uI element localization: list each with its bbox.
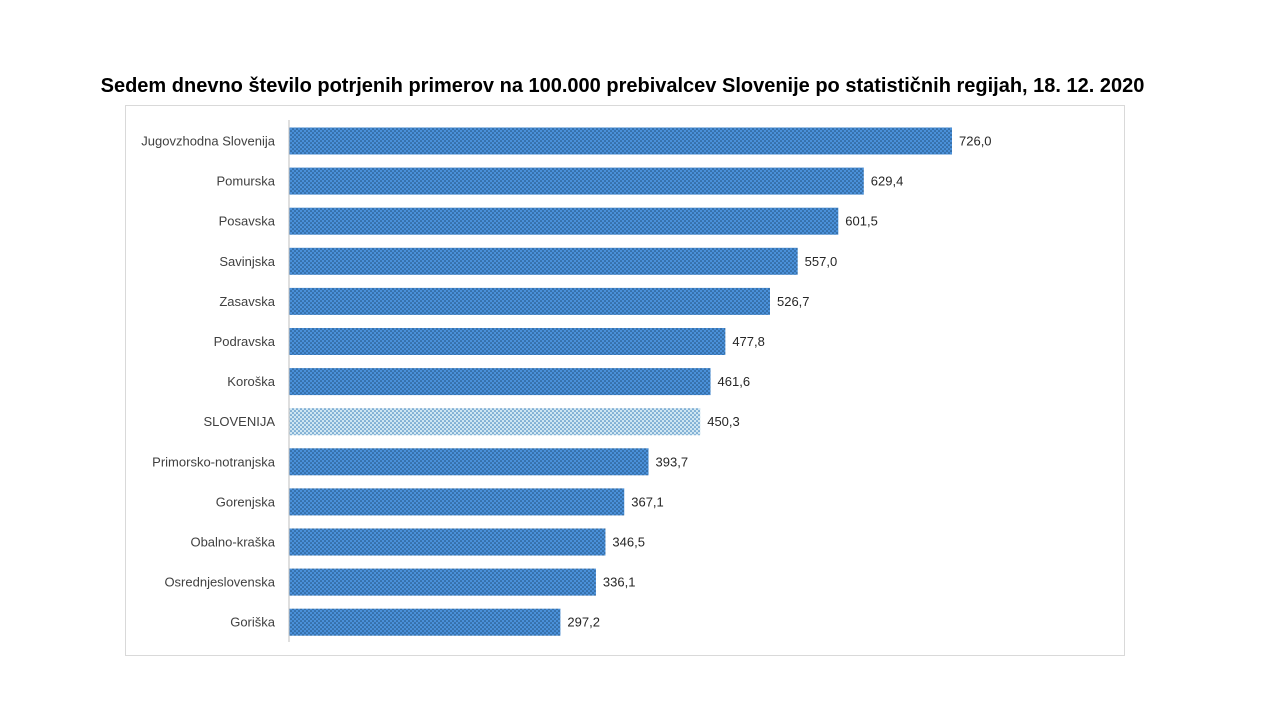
category-label: Goriška (230, 615, 276, 630)
category-label: Savinjska (219, 254, 275, 269)
value-label: 477,8 (732, 334, 765, 349)
value-label: 601,5 (845, 214, 878, 229)
value-label: 450,3 (707, 414, 740, 429)
category-label: Pomurska (216, 174, 275, 189)
bar-savinjska (289, 247, 798, 275)
category-label: Zasavska (219, 294, 275, 309)
bar-goriška (289, 608, 561, 636)
value-label: 393,7 (656, 454, 689, 469)
bar-koroška (289, 368, 711, 396)
chart-title: Sedem dnevno število potrjenih primerov … (100, 75, 1145, 97)
bar-primorsko-notranjska (289, 448, 649, 476)
category-label: Primorsko-notranjska (152, 454, 276, 469)
category-label: Podravska (214, 334, 276, 349)
value-label: 726,0 (959, 134, 992, 149)
value-label: 297,2 (567, 615, 600, 630)
bar-zasavska (289, 287, 770, 315)
category-label: Koroška (227, 374, 275, 389)
value-label: 629,4 (871, 174, 904, 189)
category-label: Osrednjeslovenska (164, 575, 275, 590)
value-label: 557,0 (805, 254, 838, 269)
bar-posavska (289, 207, 839, 235)
bar-gorenjska (289, 488, 625, 516)
bar-jugovzhodna-slovenija (289, 127, 952, 155)
value-label: 526,7 (777, 294, 810, 309)
value-label: 461,6 (718, 374, 751, 389)
bar-slovenija (289, 408, 701, 436)
bar-obalno-kraška (289, 528, 606, 556)
category-label: Posavska (219, 214, 276, 229)
value-label: 336,1 (603, 575, 636, 590)
value-label: 346,5 (612, 535, 645, 550)
bars-layer: Jugovzhodna Slovenija 726,0 Pomurska 629,4 P… (141, 127, 992, 636)
category-label: Jugovzhodna Slovenija (141, 134, 275, 149)
bar-podravska (289, 328, 726, 355)
category-label: SLOVENIJA (203, 414, 275, 429)
value-label: 367,1 (631, 494, 664, 509)
category-label: Obalno-kraška (190, 535, 275, 550)
category-label: Gorenjska (216, 494, 276, 509)
bar-osrednjeslovenska (289, 568, 596, 596)
bar-pomurska (289, 167, 864, 195)
